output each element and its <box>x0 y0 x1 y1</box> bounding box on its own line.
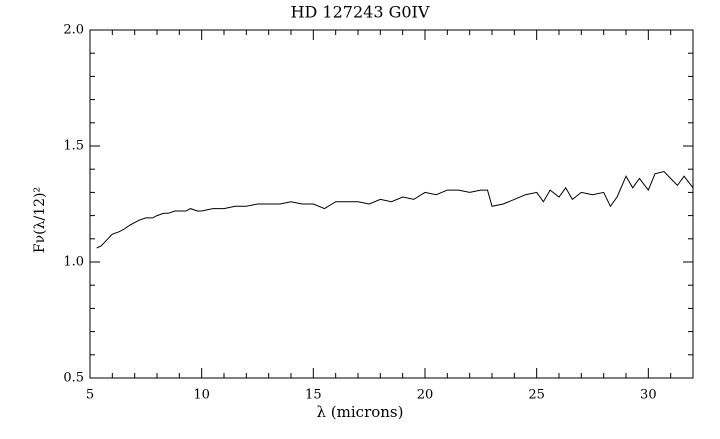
x-tick-label: 15 <box>305 388 322 403</box>
y-tick-label: 0.5 <box>63 371 84 386</box>
x-tick-label: 5 <box>86 388 94 403</box>
spectrum-line <box>96 170 694 249</box>
x-tick-label: 25 <box>528 388 545 403</box>
x-axis-label: λ (microns) <box>317 403 404 421</box>
y-tick-label: 2.0 <box>63 23 84 38</box>
chart-title: HD 127243 G0IV <box>291 3 430 22</box>
y-tick-label: 1.5 <box>63 139 84 154</box>
plot-frame <box>89 29 694 379</box>
y-tick-label: 1.0 <box>63 255 84 270</box>
x-tick-label: 10 <box>193 388 210 403</box>
y-axis-label: Fν(λ/12)² <box>32 187 48 253</box>
x-tick-label: 30 <box>640 388 657 403</box>
x-tick-label: 20 <box>417 388 434 403</box>
